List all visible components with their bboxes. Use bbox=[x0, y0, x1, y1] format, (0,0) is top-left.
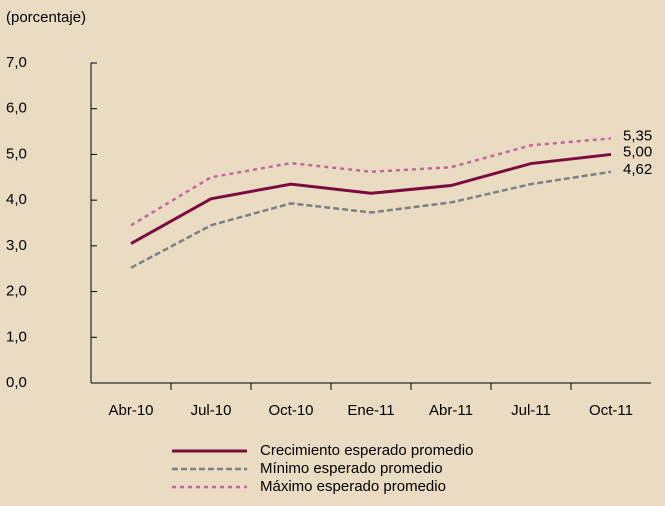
value-label: 5,35 bbox=[623, 127, 652, 144]
legend-label: Máximo esperado promedio bbox=[260, 478, 446, 495]
value-label: 4,62 bbox=[623, 161, 652, 178]
legend-label: Crecimiento esperado promedio bbox=[260, 442, 473, 459]
series-line bbox=[130, 170, 612, 269]
y-axis-label: (porcentaje) bbox=[6, 9, 86, 26]
y-tick-label: 6,0 bbox=[6, 100, 27, 117]
legend-label: Mínimo esperado promedio bbox=[260, 460, 443, 477]
x-tick-label: Abr-11 bbox=[429, 402, 473, 419]
y-tick-label: 4,0 bbox=[6, 191, 27, 208]
x-tick-label: Oct-11 bbox=[589, 402, 633, 419]
y-tick-label: 7,0 bbox=[6, 54, 27, 71]
y-tick-label: 3,0 bbox=[6, 237, 27, 254]
series-line bbox=[130, 152, 612, 245]
y-tick-label: 1,0 bbox=[6, 328, 27, 345]
x-tick-label: Jul-10 bbox=[191, 402, 232, 419]
y-tick-label: 2,0 bbox=[6, 283, 27, 300]
x-tick-label: Abr-10 bbox=[108, 402, 153, 419]
x-tick-label: Ene-11 bbox=[347, 402, 394, 419]
value-label: 5,00 bbox=[623, 143, 652, 160]
x-tick-label: Oct-10 bbox=[268, 402, 313, 419]
series-line bbox=[130, 137, 612, 227]
y-tick-label: 5,0 bbox=[6, 145, 27, 162]
x-tick-label: Jul-11 bbox=[511, 402, 551, 419]
y-tick-label: 0,0 bbox=[6, 374, 27, 391]
